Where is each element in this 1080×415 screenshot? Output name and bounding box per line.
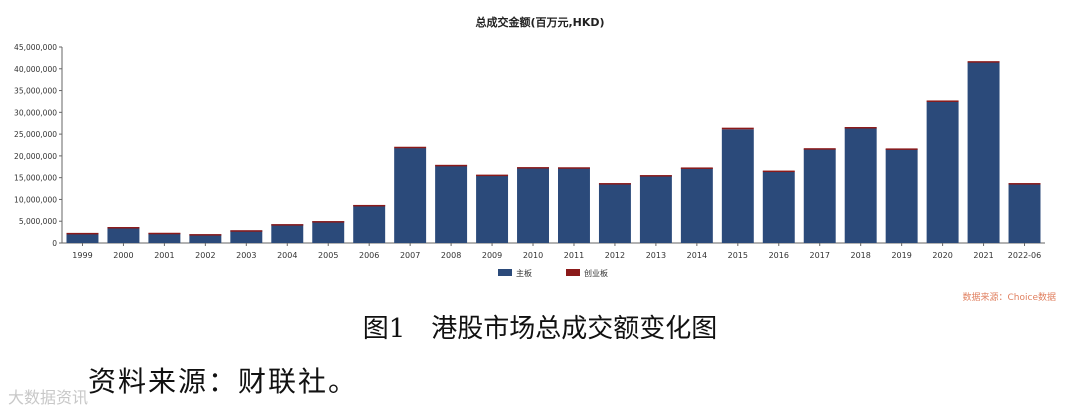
bar-gem [803, 148, 836, 150]
bar-gem [926, 100, 959, 102]
bar-main-board [844, 127, 877, 243]
y-tick-label: 0 [52, 239, 57, 248]
x-tick-label: 1999 [72, 251, 92, 260]
bar-main-board [148, 232, 181, 243]
legend-swatch [498, 269, 512, 276]
y-tick-label: 45,000,000 [14, 43, 57, 52]
bar-gem [639, 175, 672, 177]
bar-main-board [271, 224, 304, 243]
x-tick-label: 2000 [113, 251, 133, 260]
bar-main-board [353, 205, 386, 243]
bar-main-board [1008, 183, 1041, 243]
bar-gem [517, 167, 549, 169]
bar-main-board [230, 230, 263, 243]
x-tick-label: 2003 [236, 251, 256, 260]
bar-gem [476, 174, 509, 177]
bar-main-board [435, 165, 468, 243]
x-tick-label: 2007 [400, 251, 420, 260]
x-tick-label: 2006 [359, 251, 379, 260]
bar-main-board [312, 221, 345, 243]
x-tick-label: 2012 [605, 251, 625, 260]
x-tick-label: 2004 [277, 251, 297, 260]
x-tick-label: 2011 [564, 251, 584, 260]
x-tick-label: 2019 [891, 251, 911, 260]
bar-main-board [558, 167, 590, 243]
x-tick-label: 2010 [523, 251, 543, 260]
bar-main-board [639, 175, 672, 243]
x-tick-label: 2016 [769, 251, 789, 260]
y-tick-label: 40,000,000 [14, 65, 57, 74]
x-tick-label: 2002 [195, 251, 215, 260]
data-source-note: 数据来源：Choice数据 [962, 293, 1056, 303]
bar-gem [271, 224, 304, 226]
x-tick-label: 2005 [318, 251, 338, 260]
x-tick-label: 2001 [154, 251, 174, 260]
bar-main-board [107, 227, 140, 243]
bar-main-board [926, 101, 959, 243]
bar-chart: 0 5,000,000 10,000,000 15,000,000 20,000,000… [14, 43, 1045, 278]
x-tick-label: 2022-06 [1008, 251, 1041, 260]
x-tick-label: 2020 [932, 251, 952, 260]
bar-gem [66, 232, 99, 235]
y-tick-label: 25,000,000 [14, 130, 57, 139]
bar-main-board [394, 148, 427, 243]
bar-gem [844, 127, 877, 129]
y-tick-label: 10,000,000 [14, 195, 57, 204]
y-tick-label: 5,000,000 [19, 217, 57, 226]
watermark: 大数据资讯 [8, 388, 89, 407]
bar-main-board [967, 62, 1000, 243]
bar-gem [394, 146, 427, 149]
y-tick-label: 35,000,000 [14, 87, 57, 96]
figure-caption: 图1 港股市场总成交额变化图 [362, 314, 718, 344]
x-tick-label: 2015 [728, 251, 748, 260]
bar-gem [1008, 183, 1041, 185]
x-tick-label: 2018 [851, 251, 871, 260]
bar-gem [312, 221, 345, 223]
x-tick-label: 2009 [482, 251, 502, 260]
bar-main-board [476, 175, 509, 243]
bar-main-board [66, 232, 99, 243]
legend-label: 创业板 [584, 268, 608, 278]
source-line: 资料来源：财联社。 [88, 365, 359, 398]
x-tick-label: 2008 [441, 251, 461, 260]
y-tick-label: 30,000,000 [14, 108, 57, 117]
x-tick-label: 2021 [973, 251, 993, 260]
bar-gem [967, 61, 1000, 63]
chart-title: 总成交金额(百万元,HKD) [475, 16, 605, 29]
bar-main-board [803, 148, 836, 243]
bar-gem [680, 167, 713, 169]
x-tick-label: 2013 [646, 251, 666, 260]
y-tick-label: 15,000,000 [14, 174, 57, 183]
x-tick-label: 2014 [687, 251, 707, 260]
bar-main-board [680, 168, 713, 243]
bar-gem [598, 183, 631, 185]
legend-swatch [566, 269, 580, 276]
legend-label: 主板 [516, 268, 532, 278]
chart-area: 总成交金额(百万元,HKD) 0 5,000,000 10,000,000 15,00… [14, 16, 1045, 278]
bar-gem [353, 204, 386, 207]
bar-main-board [885, 148, 918, 243]
bar-main-board [762, 171, 795, 243]
bar-gem [189, 234, 222, 236]
bar-gem [435, 164, 468, 167]
bar-main-board [721, 129, 754, 243]
bar-main-board [517, 167, 549, 243]
bar-gem [885, 148, 918, 150]
y-tick-label: 20,000,000 [14, 152, 57, 161]
x-tick-label: 2017 [810, 251, 830, 260]
bar-gem [107, 227, 140, 229]
bar-gem [558, 167, 590, 169]
bar-main-board [598, 183, 631, 243]
bar-gem [148, 232, 181, 235]
bar-gem [762, 170, 795, 173]
bar-gem [230, 230, 263, 232]
bar-main-board [189, 234, 222, 243]
bar-gem [721, 127, 754, 130]
